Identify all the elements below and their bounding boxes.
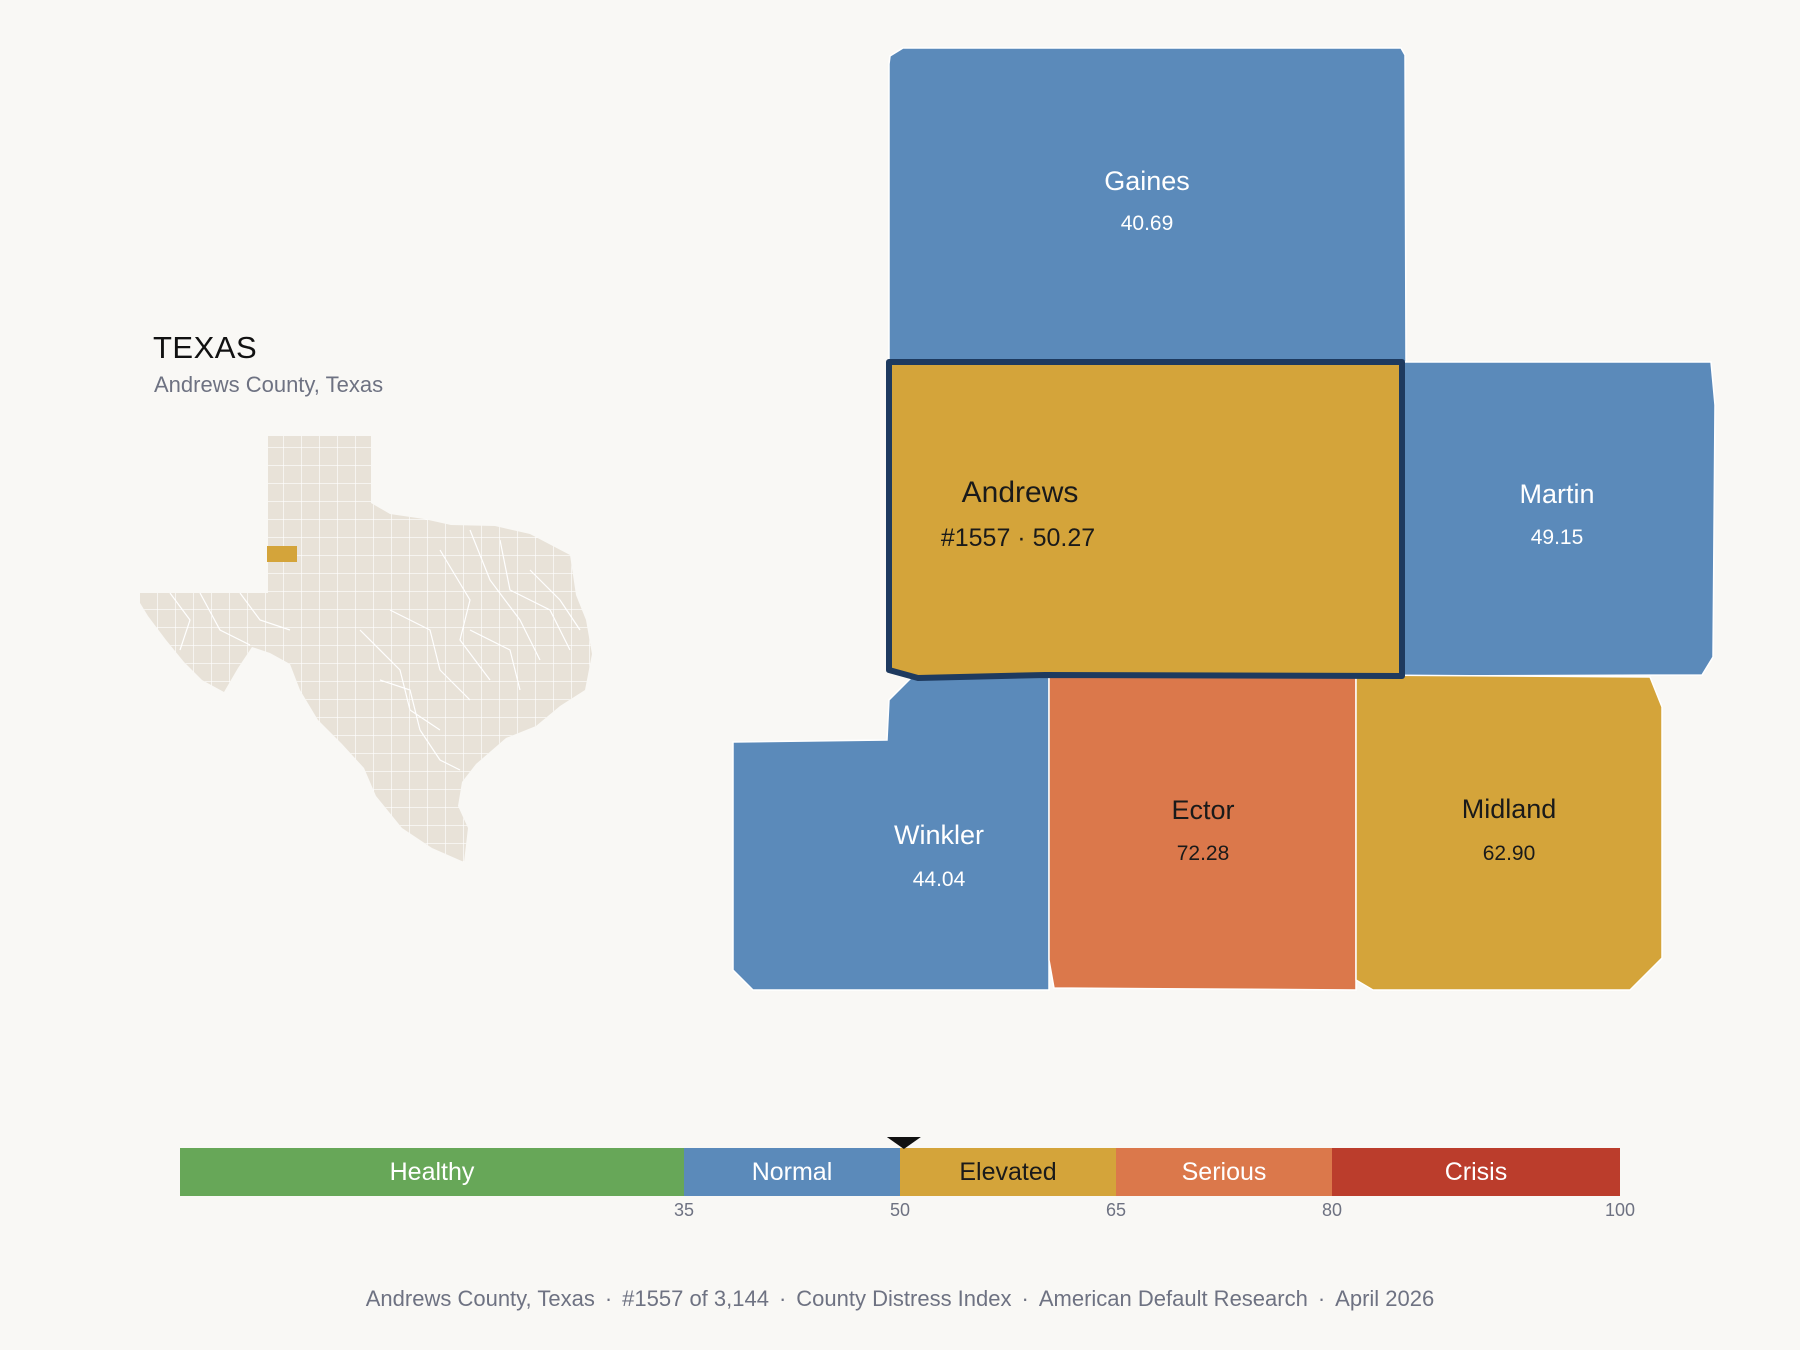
footer-index: County Distress Index bbox=[796, 1286, 1012, 1311]
scale-segment-crisis bbox=[1332, 1148, 1620, 1196]
scale-label-elevated: Elevated bbox=[959, 1158, 1056, 1186]
footer: Andrews County, Texas · #1557 of 3,144 · Cou… bbox=[0, 1286, 1800, 1312]
county-label-ector: Ector bbox=[1171, 795, 1234, 825]
county-value-andrews: #1557 · 50.27 bbox=[941, 524, 1095, 552]
county-label-midland: Midland bbox=[1462, 794, 1557, 824]
county-map: Gaines 40.69 Andrews #1557 · 50.27 Marti… bbox=[732, 47, 1716, 991]
county-label-gaines: Gaines bbox=[1104, 166, 1190, 196]
state-subtitle: Andrews County, Texas bbox=[154, 372, 384, 397]
scale-segment-serious bbox=[1116, 1148, 1332, 1196]
scale-ticks: 35 50 65 80 100 bbox=[674, 1200, 1635, 1220]
scale-tick: 50 bbox=[890, 1200, 910, 1220]
county-gaines[interactable] bbox=[888, 47, 1407, 366]
county-value-winkler: 44.04 bbox=[913, 868, 966, 891]
state-locator-map bbox=[140, 436, 592, 862]
scale-tick: 80 bbox=[1322, 1200, 1342, 1220]
county-midland[interactable] bbox=[1355, 674, 1663, 991]
footer-date: April 2026 bbox=[1335, 1286, 1435, 1311]
scale-labels: Healthy Normal Elevated Serious Crisis bbox=[390, 1158, 1508, 1186]
state-title: TEXAS bbox=[153, 330, 258, 365]
footer-separator: · bbox=[604, 1286, 613, 1311]
scale-tick: 35 bbox=[674, 1200, 694, 1220]
footer-separator: · bbox=[778, 1286, 787, 1311]
scale-segments bbox=[180, 1148, 1620, 1196]
county-label-winkler: Winkler bbox=[894, 820, 984, 850]
scale-marker-icon bbox=[886, 1137, 921, 1149]
selected-county-marker bbox=[267, 546, 297, 562]
footer-source: American Default Research bbox=[1038, 1286, 1308, 1311]
county-label-andrews: Andrews bbox=[962, 476, 1079, 509]
footer-separator: · bbox=[1021, 1286, 1029, 1311]
county-value-martin: 49.15 bbox=[1531, 526, 1584, 549]
selected-county-outline bbox=[886, 359, 1405, 681]
county-value-ector: 72.28 bbox=[1177, 842, 1230, 865]
scale-segment-elevated bbox=[900, 1148, 1116, 1196]
scale-label-serious: Serious bbox=[1182, 1158, 1267, 1186]
county-value-gaines: 40.69 bbox=[1121, 212, 1174, 235]
county-label-martin: Martin bbox=[1519, 479, 1594, 509]
scale-label-crisis: Crisis bbox=[1445, 1158, 1508, 1186]
scale-label-healthy: Healthy bbox=[390, 1158, 475, 1186]
footer-county: Andrews County, Texas bbox=[365, 1286, 595, 1311]
footer-rank: #1557 of 3,144 bbox=[622, 1286, 769, 1311]
scale-label-normal: Normal bbox=[752, 1158, 833, 1186]
scale-tick: 100 bbox=[1605, 1200, 1635, 1220]
scale-tick: 65 bbox=[1106, 1200, 1126, 1220]
distress-scale: Healthy Normal Elevated Serious Crisis 3… bbox=[180, 1137, 1635, 1220]
scale-segment-normal bbox=[684, 1148, 900, 1196]
scale-segment-healthy bbox=[180, 1148, 684, 1196]
footer-separator: · bbox=[1317, 1286, 1326, 1311]
county-value-midland: 62.90 bbox=[1483, 842, 1536, 865]
